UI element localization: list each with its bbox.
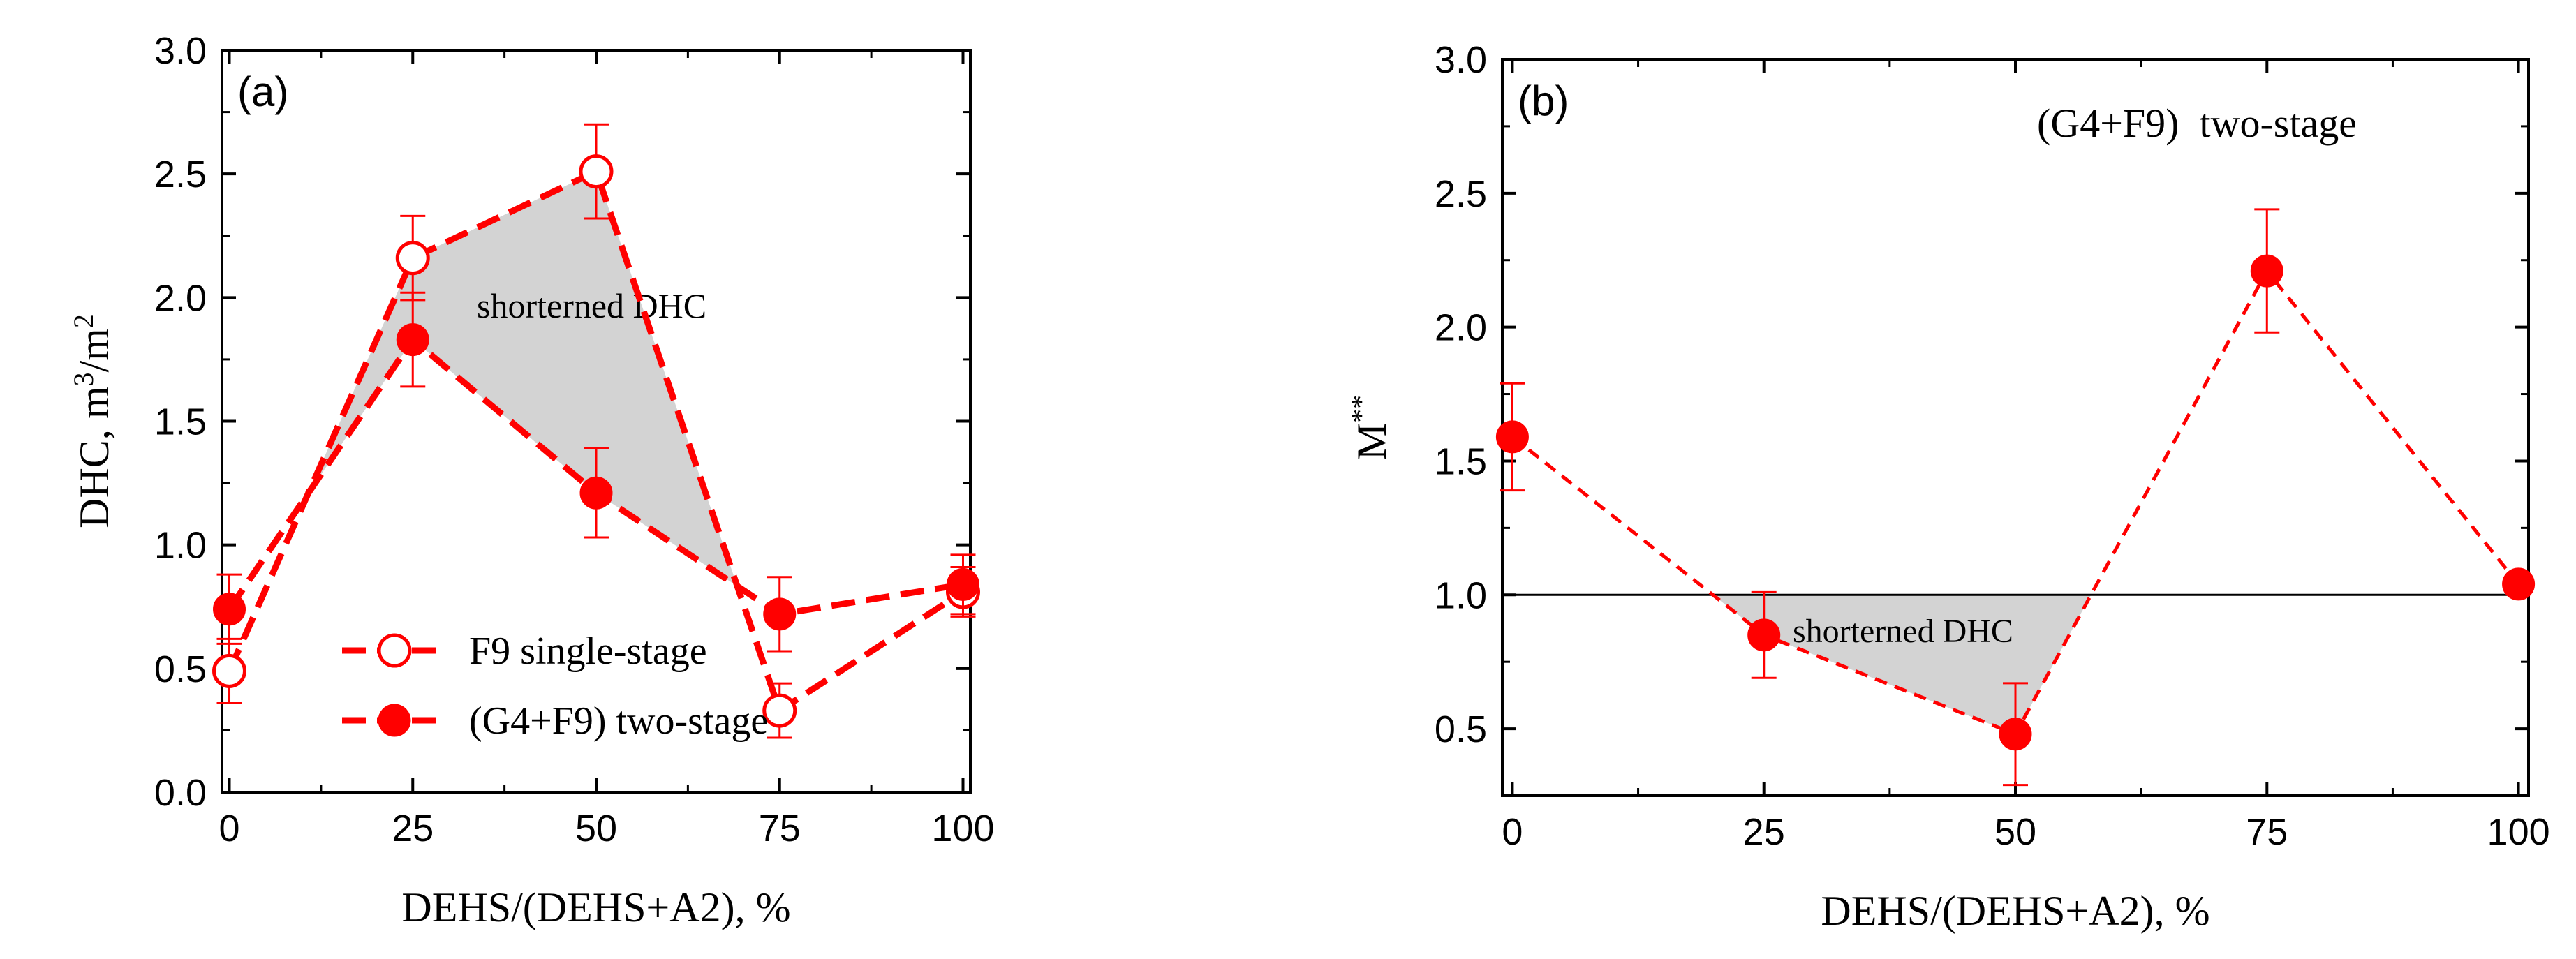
chart-panel-a: 0 25 50 75 100 0.0 0.5 1.0 1.5 2.0 2.5 3.0 DEHS/(DEH… — [68, 30, 995, 930]
y-tick-label: 0.5 — [1435, 708, 1487, 750]
y-axis-label: DHC, m3/m2 — [68, 314, 118, 528]
series-line — [226, 167, 965, 715]
y-axis-label-part: M — [1349, 423, 1395, 460]
y-tick-label: 0.0 — [154, 772, 207, 814]
y-tick-label: 2.0 — [1435, 307, 1487, 349]
data-point — [579, 476, 613, 510]
data-point — [1747, 618, 1781, 652]
y-tick-label: 2.5 — [154, 154, 207, 195]
data-point — [1495, 420, 1529, 454]
x-tick-label: 50 — [575, 808, 617, 849]
shaded-region-label: shorterned DHC — [1793, 613, 2013, 650]
x-tick-label: 0 — [1502, 811, 1523, 853]
shaded-region — [1712, 595, 2092, 734]
data-point — [763, 597, 797, 631]
data-point — [1999, 718, 2032, 751]
data-point — [213, 593, 246, 626]
legend-marker — [377, 633, 412, 668]
y-axis-label-sup: 2 — [68, 314, 99, 328]
y-axis-label-part: DHC, m — [71, 386, 117, 528]
data-point — [395, 241, 430, 276]
y-tick-label: 2.5 — [1435, 173, 1487, 215]
data-point — [579, 154, 614, 189]
x-tick-label: 75 — [759, 808, 801, 849]
legend-item: (G4+F9) two-stage — [342, 699, 768, 743]
legend-marker — [378, 704, 411, 737]
y-axis-label: M** — [1345, 395, 1396, 460]
data-point — [212, 653, 247, 688]
x-tick-label: 75 — [2246, 811, 2288, 853]
panel-label: (a) — [237, 68, 288, 115]
series-2 — [213, 291, 979, 653]
legend: F9 single-stage (G4+F9) two-stage — [342, 630, 768, 743]
y-axis-label-sup: ** — [1345, 395, 1377, 423]
chart-title: (G4+F9) two-stage — [2037, 101, 2357, 146]
series-1 — [212, 123, 980, 739]
data-point — [2502, 567, 2536, 601]
legend-label: (G4+F9) two-stage — [469, 699, 768, 743]
y-tick-label: 1.0 — [154, 525, 207, 567]
series-1 — [1495, 208, 2536, 787]
data-point — [2250, 254, 2283, 288]
y-tick-label: 0.5 — [154, 648, 207, 690]
x-tick-label: 100 — [2487, 811, 2550, 853]
x-axis-label: DEHS/(DEHS+A2), % — [401, 884, 790, 930]
chart-panel-b: 0 25 50 75 100 0.5 1.0 1.5 2.0 2.5 3.0 DEHS/(DEHS+A… — [1345, 39, 2550, 934]
y-axis-label-part: /m — [71, 328, 117, 372]
y-axis-label-sup: 3 — [68, 372, 99, 386]
y-tick-label: 1.5 — [154, 401, 207, 443]
y-tick-label: 3.0 — [1435, 39, 1487, 81]
y-tick-label: 3.0 — [154, 30, 207, 72]
y-tick-label: 1.0 — [1435, 574, 1487, 616]
x-tick-label: 25 — [392, 808, 434, 849]
data-point — [762, 693, 797, 728]
x-tick-label: 0 — [219, 808, 239, 849]
x-tick-label: 25 — [1743, 811, 1785, 853]
shaded-region — [308, 171, 738, 586]
x-tick-label: 50 — [1994, 811, 2036, 853]
data-point — [946, 567, 979, 601]
y-tick-label: 2.0 — [154, 277, 207, 319]
panel-label: (b) — [1518, 77, 1569, 124]
x-axis-label: DEHS/(DEHS+A2), % — [1821, 888, 2209, 934]
x-tick-label: 100 — [931, 808, 994, 849]
legend-label: F9 single-stage — [469, 630, 707, 673]
shaded-region-label: shorterned DHC — [477, 286, 706, 325]
y-tick-label: 1.5 — [1435, 440, 1487, 482]
legend-item: F9 single-stage — [342, 630, 707, 673]
data-point — [396, 323, 429, 357]
